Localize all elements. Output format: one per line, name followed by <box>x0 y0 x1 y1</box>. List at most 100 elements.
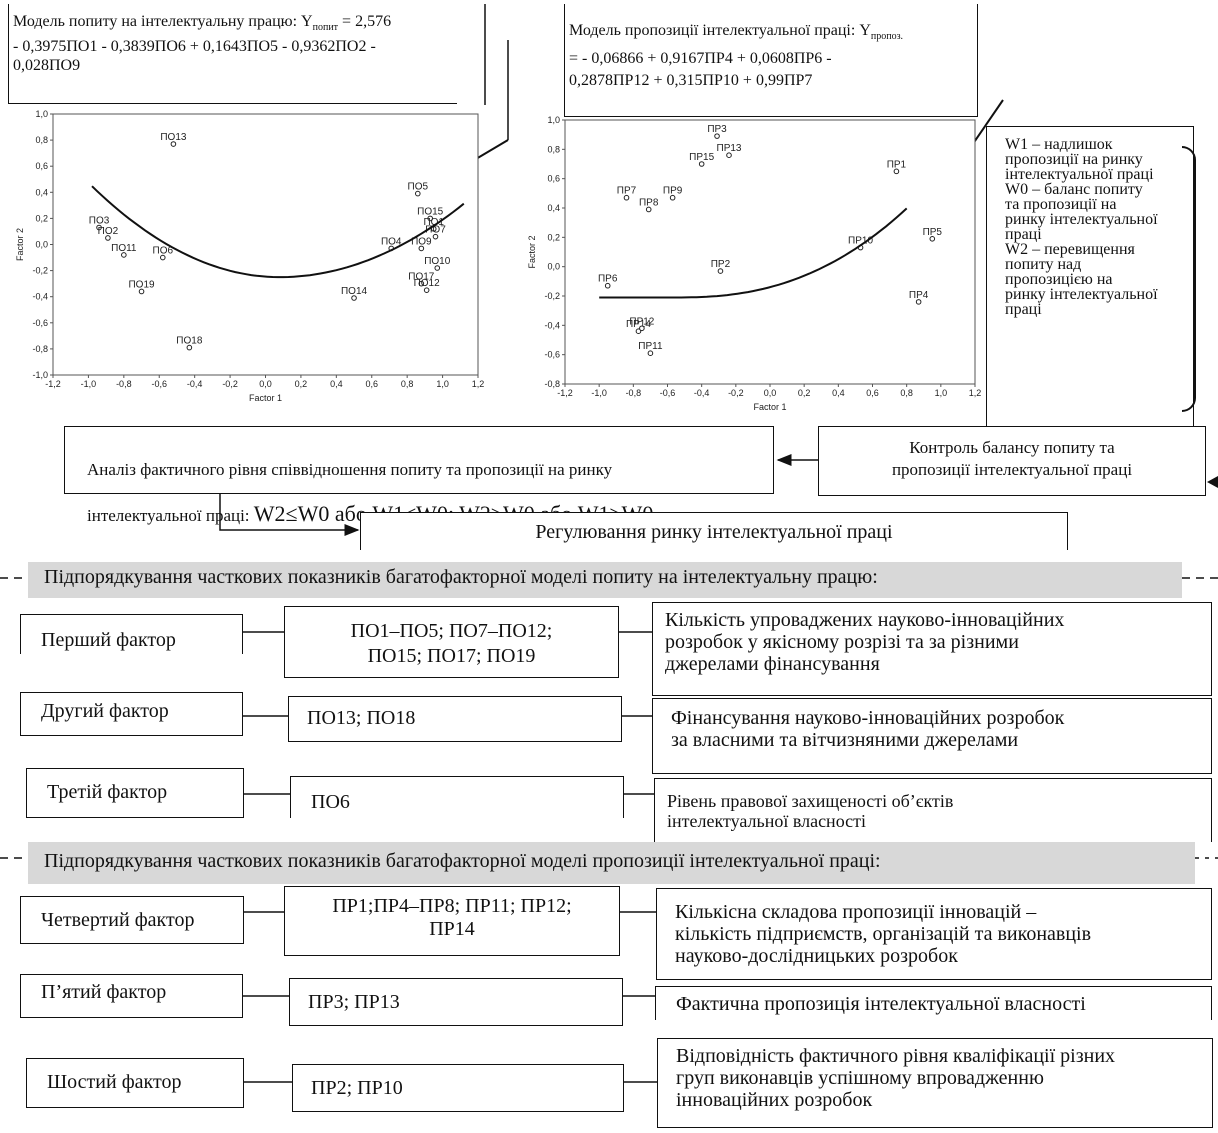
data-point <box>698 161 705 167</box>
data-point <box>604 282 611 289</box>
factor-1-box: Перший фактор <box>20 614 243 654</box>
x-tick-label: -0,6 <box>660 388 676 398</box>
data-point <box>623 194 630 201</box>
data-point <box>138 288 145 295</box>
data-point <box>105 235 111 241</box>
y-axis-label: Factor 2 <box>15 228 25 261</box>
regulation-box: Регулювання ринку інтелектуальної праці <box>360 512 1068 550</box>
factor-3-box: Третій фактор <box>26 768 244 818</box>
factor-4-box: Четвертий фактор <box>20 896 244 944</box>
factor-2-desc: Фінансування науково-інноваційних розроб… <box>652 698 1212 774</box>
regulation-text: Регулювання ринку інтелектуальної праці <box>535 521 893 543</box>
data-point <box>423 287 430 293</box>
point-label: ПО1 <box>423 217 444 228</box>
data-point <box>647 350 654 356</box>
x-tick-label: 1,2 <box>472 379 485 389</box>
data-point <box>645 206 652 213</box>
data-point <box>929 236 936 242</box>
x-axis-label: Factor 1 <box>753 402 786 412</box>
x-tick-label: -0,6 <box>151 379 167 389</box>
data-point <box>669 194 676 201</box>
plot-area <box>564 119 976 385</box>
x-tick-label: -0,4 <box>694 388 710 398</box>
point-label: ПО19 <box>128 279 155 290</box>
trend-curve <box>599 207 908 299</box>
y-tick-label: 0,2 <box>547 232 560 242</box>
supply-model-text: Модель пропозиції інтелектуальної праці:… <box>569 22 904 90</box>
y-tick-label: -0,8 <box>32 344 48 354</box>
point-label: ПО10 <box>424 256 451 267</box>
y-tick-label: -0,8 <box>544 379 560 389</box>
data-point <box>893 168 900 175</box>
point-label: ПР9 <box>663 186 683 197</box>
factor-6-items: ПР2; ПР10 <box>292 1064 624 1112</box>
point-label: ПР15 <box>689 152 714 163</box>
x-tick-label: -0,4 <box>187 379 203 389</box>
data-point <box>159 254 166 261</box>
y-tick-label: 0,6 <box>547 174 560 184</box>
y-tick-label: 0,6 <box>35 161 48 171</box>
factor-2-box: Другий фактор <box>20 692 243 736</box>
y-axis-label: Factor 2 <box>527 235 537 268</box>
point-label: ПО14 <box>341 286 368 297</box>
point-label: ПО17 <box>408 272 435 283</box>
x-tick-label: -1,0 <box>81 379 97 389</box>
data-point <box>121 252 127 258</box>
point-label: ПР13 <box>717 143 742 154</box>
data-point <box>714 133 720 139</box>
y-tick-label: 0,0 <box>35 240 48 250</box>
w-legend-box: W1 – надлишок пропозиції на ринку інтеле… <box>986 126 1194 430</box>
x-tick-label: 0,4 <box>330 379 343 389</box>
y-tick-label: -0,4 <box>544 320 560 330</box>
point-label: ПО12 <box>414 278 441 289</box>
point-label: ПР7 <box>617 186 637 197</box>
point-label: ПР8 <box>639 197 659 208</box>
y-tick-label: -0,2 <box>32 266 48 276</box>
data-point <box>96 224 102 231</box>
supply-factor-chart: -1,2 -1,0 -0,8 -0,6 -0,4 -0,2 0,0 0,2 0,4 0,6 0,8 1… <box>527 115 982 412</box>
control-box: Контроль балансу попиту та пропозиції ін… <box>818 426 1206 496</box>
x-tick-label: 0,0 <box>764 388 777 398</box>
y-tick-label: 1,0 <box>35 109 48 119</box>
factor-6-desc: Відповідність фактичного рівня кваліфіка… <box>657 1038 1213 1128</box>
x-tick-label: 0,8 <box>900 388 913 398</box>
point-label: ПР6 <box>598 274 618 285</box>
x-tick-label: 1,2 <box>969 388 982 398</box>
legend-brace <box>1182 146 1196 412</box>
x-tick-label: 0,2 <box>798 388 811 398</box>
point-label: ПО13 <box>160 132 187 143</box>
supply-section-title: Підпорядкування часткових показників баг… <box>28 842 1195 884</box>
y-tick-label: -0,2 <box>544 291 560 301</box>
regulation-arrow <box>219 494 360 536</box>
data-point <box>635 328 642 334</box>
point-label: ПР14 <box>626 319 651 330</box>
x-tick-label: -1,2 <box>557 388 573 398</box>
data-point <box>432 233 439 240</box>
analysis-line2: інтелектуальної праці: <box>87 506 254 525</box>
point-label: ПР11 <box>638 341 663 352</box>
point-label: ПР4 <box>909 290 929 301</box>
data-point <box>726 152 732 159</box>
y-tick-label: 0,8 <box>35 135 48 145</box>
point-label: ПО18 <box>176 336 203 347</box>
x-tick-label: 0,4 <box>832 388 845 398</box>
x-tick-label: -0,2 <box>728 388 744 398</box>
data-point <box>414 190 421 197</box>
factor-5-items: ПР3; ПР13 <box>289 978 623 1026</box>
point-label: ПР12 <box>629 316 654 327</box>
point-label: ПР3 <box>707 124 727 135</box>
data-point <box>717 268 724 274</box>
demand-factor-chart: -1,2 -1,0 -0,8 -0,6 -0,4 -0,2 0,0 0,2 0,4 0,6 0,8 1… <box>15 109 485 403</box>
analysis-box: Аналіз фактичного рівня співвідношення п… <box>64 426 774 525</box>
data-point <box>351 295 357 301</box>
point-label: ПО5 <box>408 182 429 193</box>
data-point <box>418 245 425 252</box>
y-tick-label: 0,4 <box>547 203 560 213</box>
x-tick-label: 0,2 <box>295 379 308 389</box>
y-tick-label: 0,8 <box>547 144 560 154</box>
demand-section-title: Підпорядкування часткових показників баг… <box>28 562 1182 598</box>
point-label: ПО6 <box>153 246 174 257</box>
factor-2-items: ПО13; ПО18 <box>288 696 622 742</box>
y-tick-label: -1,0 <box>32 370 48 380</box>
point-label: ПО9 <box>411 236 432 247</box>
